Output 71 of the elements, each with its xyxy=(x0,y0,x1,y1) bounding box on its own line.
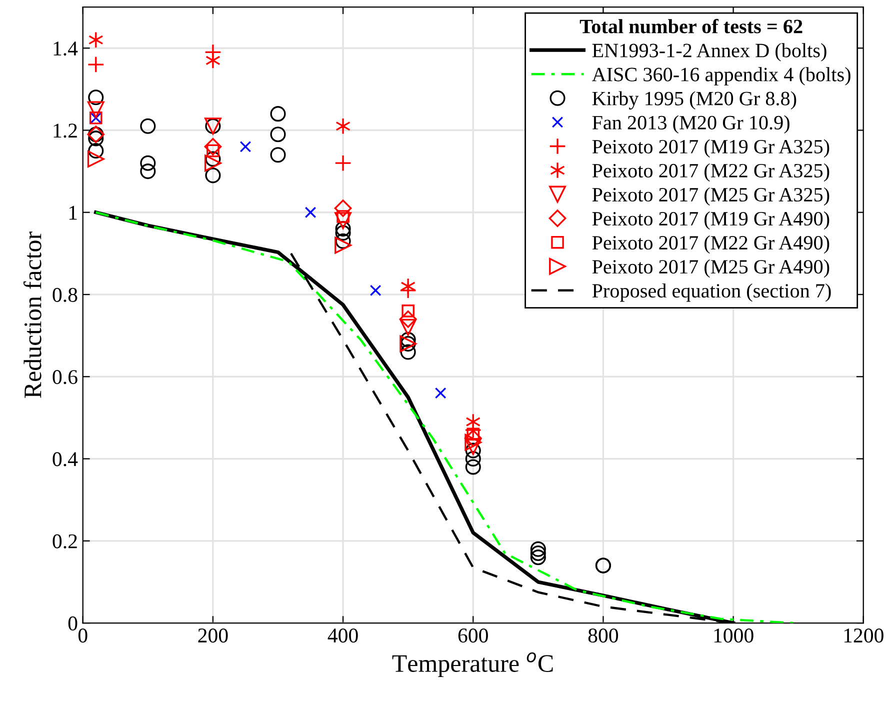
legend-label: EN1993-1-2 Annex D (bolts) xyxy=(592,43,826,62)
x-tick-label: 600 xyxy=(458,628,488,643)
x-tick-label: 1000 xyxy=(714,628,754,643)
point xyxy=(205,168,221,184)
y-tick-label: 1 xyxy=(69,206,77,220)
point xyxy=(464,438,482,455)
legend-label: Peixoto 2017 (M25 Gr A490) xyxy=(592,259,830,278)
point xyxy=(402,304,414,318)
point xyxy=(204,154,222,172)
x-tick-label: 200 xyxy=(198,628,228,643)
point xyxy=(465,450,481,467)
point xyxy=(140,155,156,171)
point xyxy=(270,106,286,122)
point xyxy=(334,200,352,217)
point xyxy=(87,101,104,118)
point xyxy=(335,233,351,249)
legend-label: Kirby 1995 (M20 Gr 8.8) xyxy=(592,91,796,110)
point xyxy=(336,118,350,135)
legend-title: Total number of tests = 62 xyxy=(580,18,802,34)
point xyxy=(140,118,156,134)
point xyxy=(399,310,417,328)
point xyxy=(434,387,446,399)
point xyxy=(464,434,482,451)
y-tick-label: 0.8 xyxy=(52,288,78,302)
point xyxy=(204,138,222,156)
point xyxy=(270,126,286,142)
point xyxy=(370,284,382,296)
y-tick-label: 0.2 xyxy=(52,534,77,548)
legend-label: Peixoto 2017 (M22 Gr A325) xyxy=(592,163,830,182)
legend-label: Peixoto 2017 (M25 Gr A325) xyxy=(592,187,830,206)
point xyxy=(400,318,417,336)
legend-label: Fan 2013 (M20 Gr 10.9) xyxy=(592,115,790,134)
legend-label: Peixoto 2017 (M19 Gr A325) xyxy=(592,139,830,158)
point xyxy=(400,344,416,360)
point xyxy=(334,212,352,230)
point xyxy=(464,430,482,447)
x-tick-label: 800 xyxy=(588,628,618,643)
point xyxy=(400,278,416,295)
y-tick-label: 0.4 xyxy=(52,452,78,466)
point xyxy=(205,151,221,167)
y-tick-label: 1.2 xyxy=(54,124,77,138)
point xyxy=(530,550,546,566)
point xyxy=(335,221,351,237)
point xyxy=(335,225,351,241)
point xyxy=(400,332,416,348)
x-tick-label: 400 xyxy=(328,628,358,643)
legend-label: AISC 360-16 appendix 4 (bolts) xyxy=(592,67,850,86)
point xyxy=(88,142,104,159)
x-tick-label: 0 xyxy=(78,628,88,643)
legend-label: Proposed equation (section 7) xyxy=(592,283,831,302)
x-tick-label: 1200 xyxy=(844,628,884,643)
point xyxy=(334,236,352,254)
point xyxy=(304,206,316,218)
point xyxy=(140,164,156,180)
point xyxy=(465,442,481,458)
legend-label: Peixoto 2017 (M22 Gr A490) xyxy=(592,235,830,254)
x-axis-title: Temperature $^{o}$C xyxy=(392,652,553,678)
point xyxy=(87,150,104,168)
y-axis-title: Reduction factor xyxy=(23,232,42,398)
point xyxy=(270,147,286,163)
point xyxy=(88,90,104,106)
point xyxy=(240,140,252,152)
point xyxy=(530,541,546,557)
point xyxy=(206,52,220,69)
point xyxy=(465,459,481,475)
point xyxy=(530,545,546,562)
y-tick-label: 0.6 xyxy=(52,370,78,384)
legend-label: Peixoto 2017 (M19 Gr A490) xyxy=(592,211,830,230)
point xyxy=(88,130,104,146)
y-tick-label: 0 xyxy=(68,616,78,630)
y-tick-label: 1.4 xyxy=(54,42,78,56)
